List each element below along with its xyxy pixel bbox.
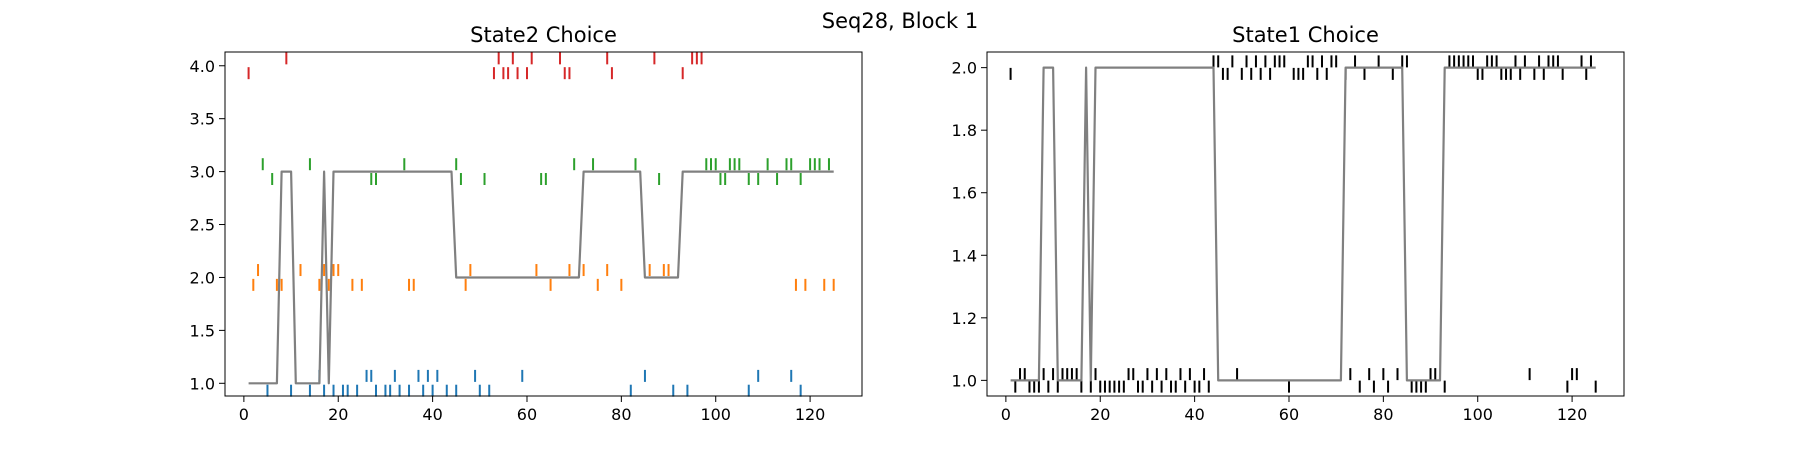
- state1-choice-panel: State1 Choice 0 20 40 60 80 100 120 1.0 1.2 1.4 1.6…: [952, 23, 1625, 424]
- state1-state-line-0: [1010, 66, 1596, 382]
- state1-y-tick-label-1: 1.2: [952, 309, 977, 328]
- state2-y-tick-label-2: 2.0: [190, 268, 215, 287]
- state1-y-tick-label-2: 1.4: [952, 246, 977, 265]
- state1-chart-title: State1 Choice: [1232, 23, 1379, 47]
- state2-y-tick-label-0: 1.0: [190, 374, 215, 393]
- state1-y-tick-label-4: 1.8: [952, 121, 977, 140]
- state2-y-tick-label-3: 2.5: [190, 216, 215, 235]
- state1-x-tick-label-2: 40: [1184, 405, 1204, 424]
- state2-x-tick-label-6: 120: [795, 405, 826, 424]
- state2-x-tick-label-5: 100: [700, 405, 731, 424]
- state2-x-tick-label-3: 60: [517, 405, 537, 424]
- state2-x-tick-label-4: 80: [611, 405, 631, 424]
- state1-x-tick-label-4: 80: [1373, 405, 1393, 424]
- state2-x-tick-label-1: 20: [328, 405, 348, 424]
- state2-state-line-0: [248, 170, 834, 385]
- state2-y-tick-label-1: 1.5: [190, 321, 215, 340]
- state1-y-tick-label-5: 2.0: [952, 59, 977, 78]
- state2-chart-title: State2 Choice: [470, 23, 617, 47]
- state2-y-tick-label-5: 3.5: [190, 110, 215, 129]
- state1-x-tick-label-3: 60: [1279, 405, 1299, 424]
- state1-x-tick-label-6: 120: [1557, 405, 1588, 424]
- state2-axes-frame: [224, 51, 863, 397]
- state1-y-tick-label-3: 1.6: [952, 184, 977, 203]
- state2-y-tick-label-4: 3.0: [190, 163, 215, 182]
- state2-y-tick-label-6: 4.0: [190, 57, 215, 76]
- state2-x-tick-label-0: 0: [239, 405, 249, 424]
- state2-x-tick-label-2: 40: [422, 405, 442, 424]
- state1-axes-frame: [986, 51, 1625, 397]
- state1-y-tick-label-0: 1.0: [952, 371, 977, 390]
- state1-x-tick-label-1: 20: [1090, 405, 1110, 424]
- state1-x-tick-label-5: 100: [1462, 405, 1493, 424]
- state2-choice-panel: State2 Choice 0 20 40 60 80 100 120 1.0 1.5 2.0 2.5…: [190, 23, 863, 424]
- figure-suptitle: Seq28, Block 1: [822, 9, 979, 33]
- state1-x-tick-label-0: 0: [1001, 405, 1011, 424]
